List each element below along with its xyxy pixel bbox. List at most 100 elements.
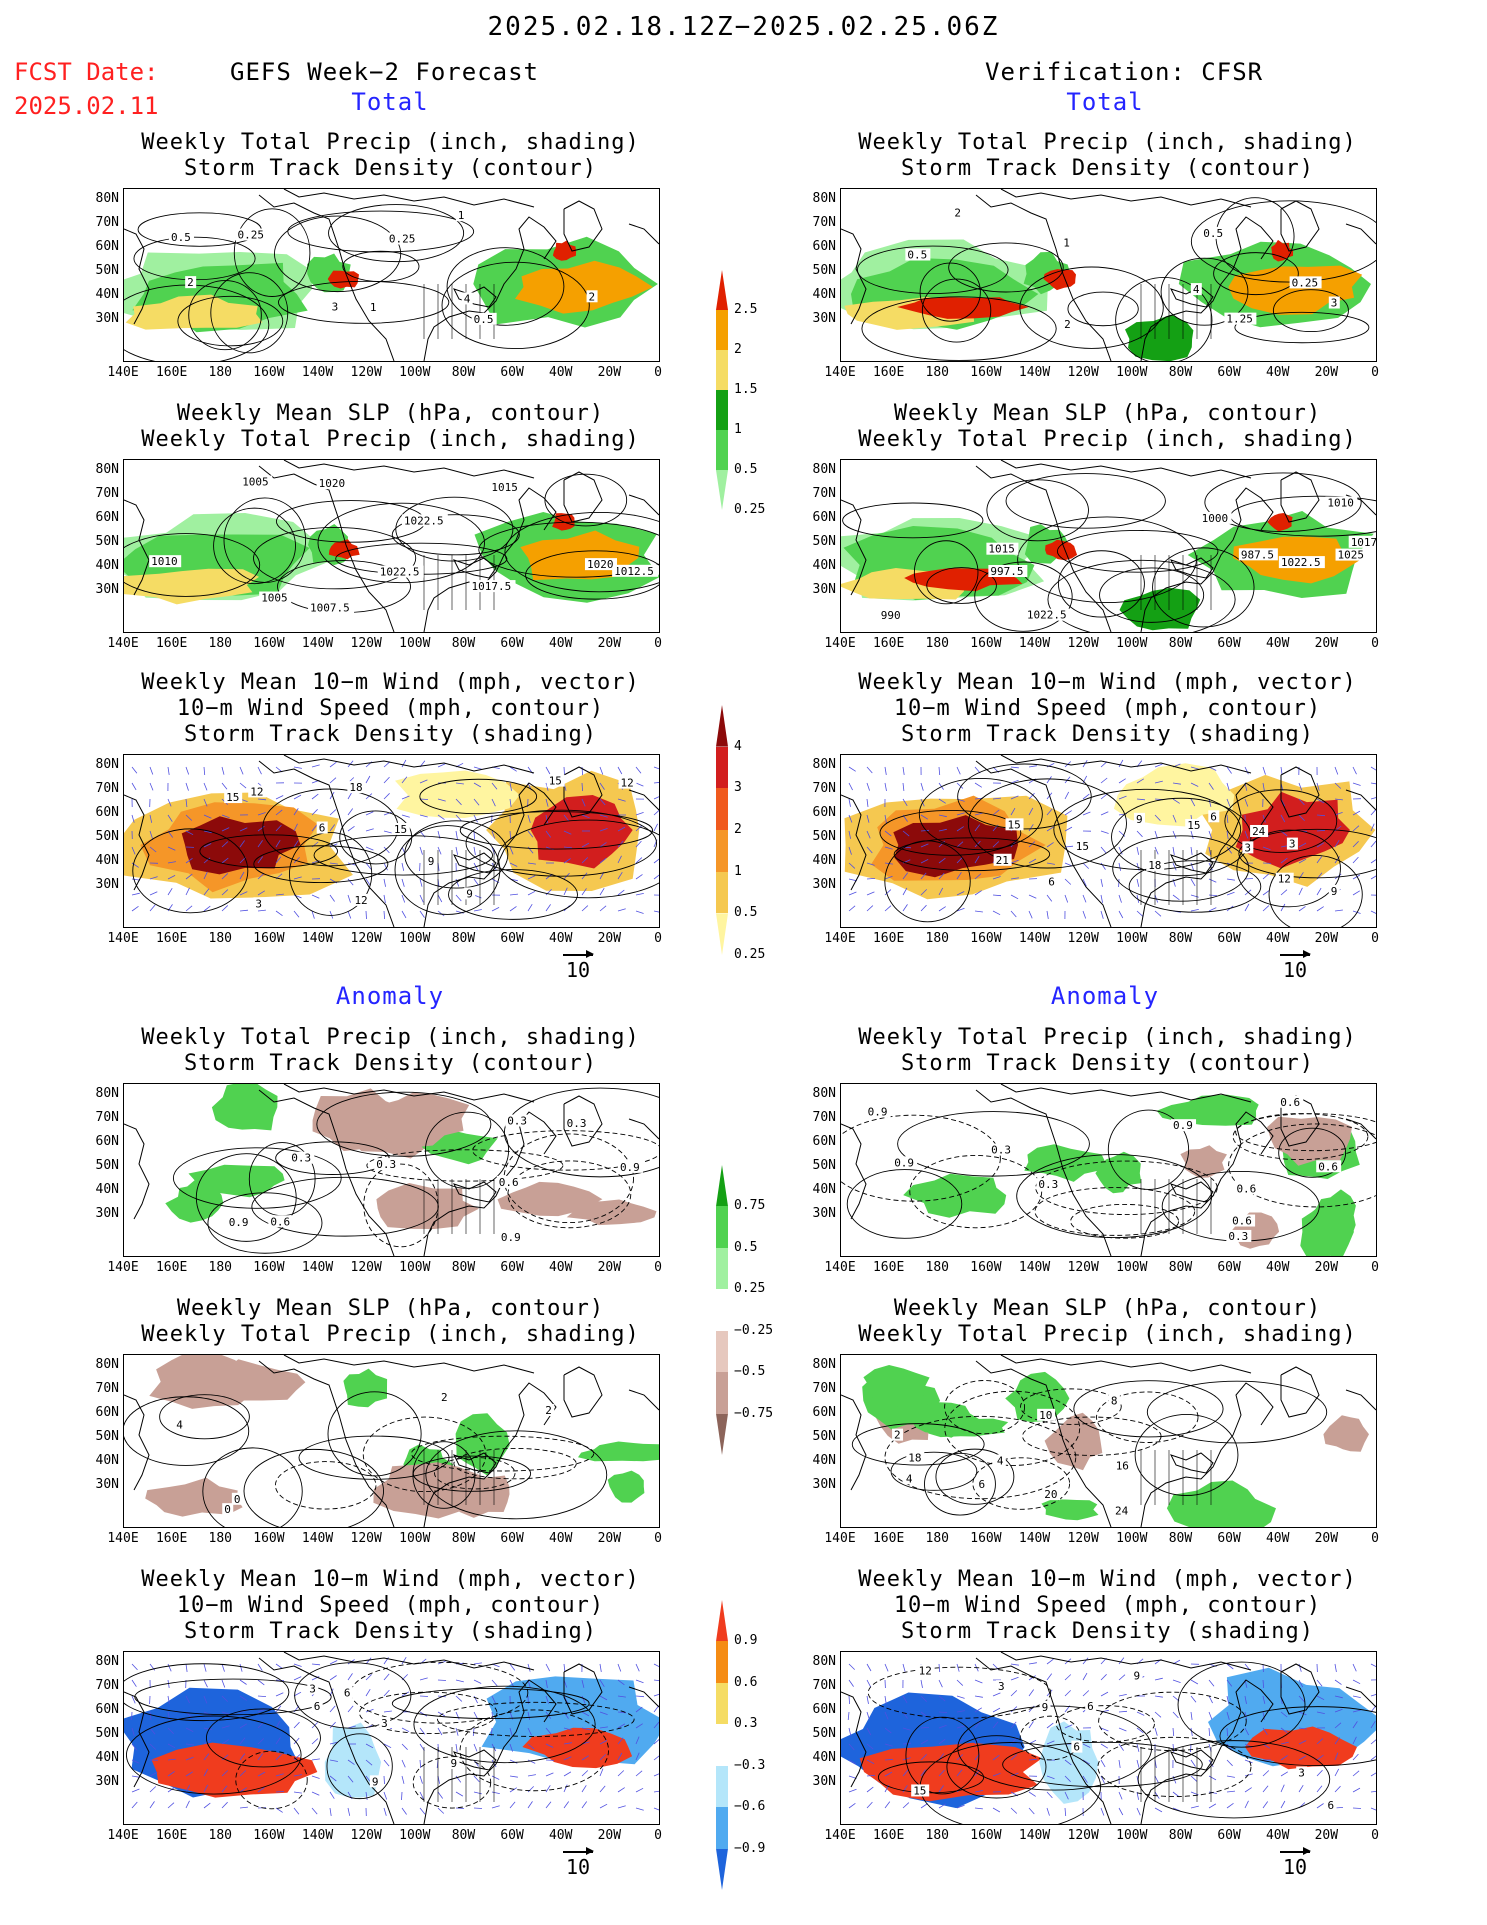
wind-vector bbox=[920, 843, 929, 848]
contour-label-bg bbox=[439, 1390, 451, 1403]
contour-line bbox=[328, 204, 465, 263]
wind-vector bbox=[938, 1711, 948, 1713]
wind-vector bbox=[509, 846, 514, 855]
lon-tick-label: 160E bbox=[155, 1260, 188, 1275]
lat-tick-label: 40N bbox=[95, 1453, 119, 1468]
wind-vector bbox=[131, 1801, 138, 1809]
contour-label: 9 bbox=[1134, 1670, 1141, 1683]
lon-tick-label: 160W bbox=[970, 931, 1002, 946]
wind-vector bbox=[347, 1725, 356, 1729]
wind-vector bbox=[563, 1784, 568, 1793]
contour-label-bg bbox=[1335, 548, 1368, 561]
wind-vector bbox=[866, 798, 869, 807]
colorbar-label: −0.3 bbox=[734, 1757, 766, 1773]
contour-line bbox=[425, 1430, 608, 1520]
panel-title-fc_wind-line-3: Storm Track Density (shading) bbox=[183, 722, 598, 747]
lon-tick-label: 60W bbox=[500, 1260, 524, 1275]
wind-vector bbox=[527, 1759, 536, 1764]
lon-tick-label: 140W bbox=[1018, 1828, 1051, 1843]
coastline bbox=[1170, 286, 1214, 308]
contour-label: 0.3 bbox=[991, 1144, 1011, 1157]
map-canvas: 0.30.60.30.90.30.9 0.60.90.3 bbox=[124, 1084, 659, 1256]
wind-vector bbox=[1010, 1706, 1018, 1713]
wind-vector bbox=[257, 890, 266, 896]
wind-vector bbox=[383, 1710, 392, 1713]
wind-vector bbox=[581, 782, 583, 792]
colorbar-label: 2.5 bbox=[734, 302, 758, 317]
wind-vector bbox=[617, 871, 623, 880]
wind-vector bbox=[617, 1663, 622, 1672]
wind-vector bbox=[293, 794, 302, 800]
contour-label: 987.5 bbox=[1241, 548, 1274, 561]
wind-vector bbox=[149, 1663, 156, 1671]
panel-title-va_precip-line-2: Storm Track Density (contour) bbox=[900, 1051, 1315, 1076]
coastline bbox=[1140, 1679, 1274, 1824]
lon-tick-label: 120W bbox=[1067, 636, 1099, 651]
wind-vector bbox=[1064, 791, 1070, 800]
wind-vector bbox=[509, 893, 519, 896]
lat-tick-label: 70N bbox=[95, 486, 119, 501]
contour-label-bg bbox=[448, 1757, 460, 1770]
wind-vector bbox=[563, 858, 571, 864]
contour-line bbox=[846, 1169, 963, 1239]
lon-tick-label: 140W bbox=[301, 1828, 334, 1843]
contour-line bbox=[1016, 1154, 1213, 1239]
wind-vector bbox=[311, 1807, 318, 1815]
precip-peak-shade bbox=[1045, 539, 1078, 561]
contour-line bbox=[441, 261, 590, 350]
lon-tick-label: 140E bbox=[107, 636, 139, 651]
contour-label: 15 bbox=[1076, 840, 1089, 853]
wind-vector bbox=[1118, 1710, 1128, 1713]
wind-vector bbox=[311, 809, 318, 816]
contour-label-bg bbox=[1085, 1700, 1097, 1713]
wind-vector bbox=[599, 1754, 606, 1761]
wind-vector bbox=[848, 1679, 854, 1687]
coastline bbox=[1000, 755, 1252, 774]
wind-vector bbox=[866, 1695, 869, 1704]
wind-vector bbox=[347, 1705, 354, 1713]
colorbar-swatch bbox=[716, 871, 728, 914]
contour-line bbox=[391, 514, 520, 556]
wind-vector bbox=[419, 846, 423, 855]
contour-label: 1022.5 bbox=[380, 566, 420, 579]
contour-label-bg bbox=[911, 1784, 930, 1797]
wind-vector bbox=[1082, 1657, 1089, 1665]
wind-vector bbox=[1352, 1695, 1361, 1698]
wind-vector bbox=[1262, 1711, 1265, 1720]
wind-vector bbox=[920, 814, 929, 820]
wind-vector bbox=[419, 1775, 423, 1784]
wind-vector bbox=[131, 814, 135, 823]
wind-vector bbox=[1226, 1790, 1236, 1793]
contour-label-bg bbox=[865, 1105, 891, 1118]
coastline bbox=[1280, 1663, 1320, 1715]
wind-vector bbox=[257, 1695, 267, 1697]
contour-label-bg bbox=[993, 853, 1012, 866]
wind-vector bbox=[1100, 846, 1107, 854]
wind-vector bbox=[437, 1727, 443, 1736]
contour-line bbox=[478, 521, 659, 578]
contour-line bbox=[856, 245, 1009, 294]
precip-peak-shade bbox=[328, 539, 360, 560]
lon-tick-label: 20W bbox=[1314, 1260, 1339, 1275]
wind-vector bbox=[563, 887, 568, 896]
colorbar-swatch bbox=[716, 430, 728, 470]
wind-vector bbox=[848, 798, 851, 807]
wind-vector bbox=[167, 766, 170, 775]
wind-vector bbox=[1190, 766, 1199, 770]
contour-label: 0.9 bbox=[229, 1216, 249, 1229]
wind-vector bbox=[545, 904, 551, 912]
contour-line bbox=[132, 828, 249, 914]
wind-vector bbox=[131, 878, 140, 881]
forecast-period: 2025.02.18.12Z−2025.02.25.06Z bbox=[487, 12, 1000, 42]
wind-vector bbox=[401, 1775, 405, 1784]
storm-positive-anomaly bbox=[151, 1742, 318, 1798]
lat-tick-label: 60N bbox=[95, 1702, 119, 1717]
precip-positive-anomaly bbox=[186, 1164, 285, 1198]
wind-vector bbox=[1316, 1785, 1323, 1793]
wind-vector bbox=[293, 840, 299, 848]
wind-vector bbox=[1226, 782, 1230, 791]
contour-label: 2 bbox=[954, 207, 961, 220]
contour-line bbox=[1056, 529, 1219, 573]
vector-key-arrow bbox=[1280, 1848, 1311, 1854]
